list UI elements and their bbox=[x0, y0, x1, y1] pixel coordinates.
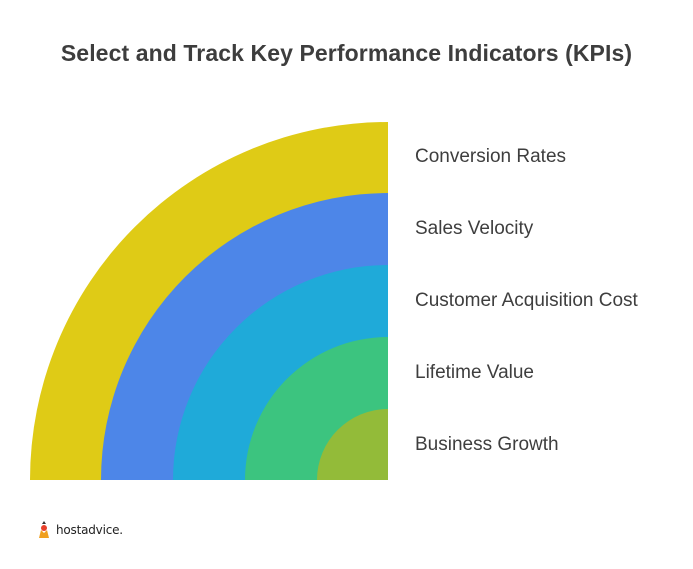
label-sales-velocity: Sales Velocity bbox=[415, 218, 534, 239]
label-business-growth: Business Growth bbox=[415, 434, 559, 455]
diagram-title: Select and Track Key Performance Indicat… bbox=[60, 40, 633, 66]
label-conversion-rates: Conversion Rates bbox=[415, 146, 567, 167]
hostadvice-mascot-icon bbox=[39, 521, 49, 538]
label-customer-acquisition-cost: Customer Acquisition Cost bbox=[415, 290, 638, 311]
label-lifetime-value: Lifetime Value bbox=[415, 362, 534, 383]
arc-business-growth bbox=[317, 409, 388, 480]
logo-text: hostadvice. bbox=[56, 523, 123, 537]
hostadvice-logo: hostadvice. bbox=[36, 519, 123, 541]
